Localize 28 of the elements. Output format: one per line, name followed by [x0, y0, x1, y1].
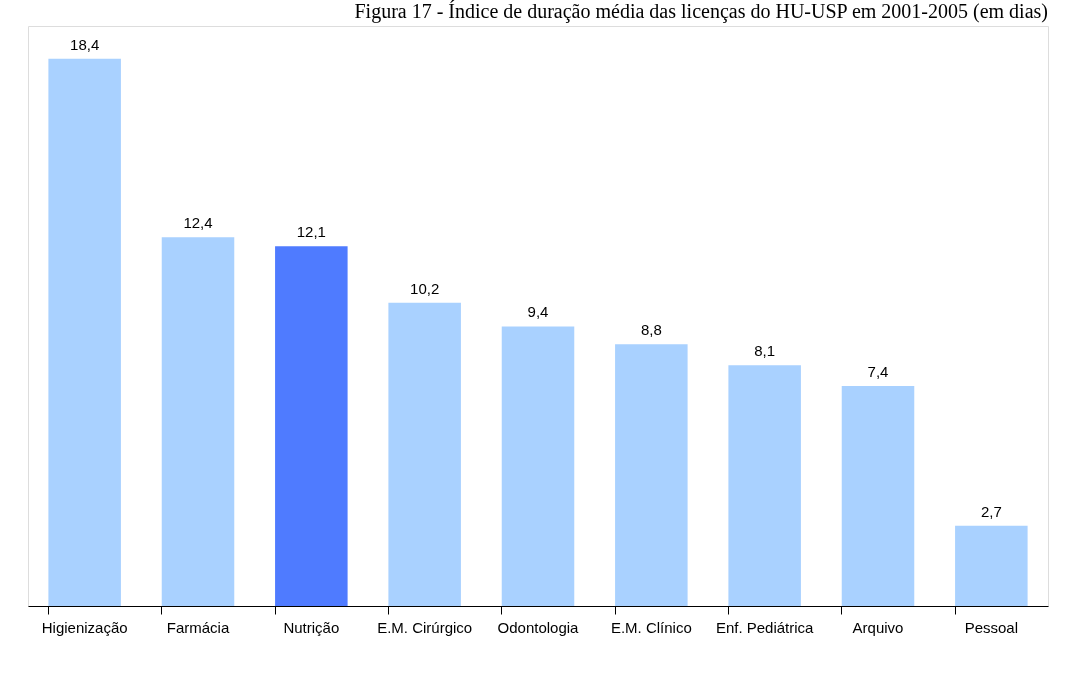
data-label: 2,7 — [980, 502, 1002, 520]
chart-title: Figura 17 - Índice de duração média das licenças do HU-USP em 2001-2005 (em dias) — [354, 0, 1048, 23]
x-tick-label: E.M. Clínico — [610, 618, 692, 636]
bar — [161, 237, 235, 606]
bar — [955, 525, 1028, 606]
bar — [615, 344, 688, 606]
data-label: 18,4 — [70, 35, 100, 53]
bar — [275, 246, 348, 606]
data-label: 12,4 — [183, 214, 213, 232]
bar — [501, 326, 575, 606]
x-tick-label: Arquivo — [852, 618, 904, 636]
data-label: 8,8 — [640, 321, 662, 339]
bar — [728, 365, 801, 606]
x-tick-label: Farmácia — [166, 618, 230, 636]
x-tick-label: Higienização — [41, 618, 128, 636]
x-tick-label: Pessoal — [964, 618, 1019, 636]
data-label: 8,1 — [754, 342, 776, 360]
x-tick-label: Enf. Pediátrica — [715, 618, 815, 636]
data-label: 10,2 — [410, 279, 440, 297]
x-tick-label: Odontologia — [497, 618, 580, 636]
bar — [841, 385, 915, 606]
data-label: 7,4 — [867, 362, 889, 380]
data-label: 9,4 — [527, 303, 549, 321]
bar — [388, 302, 461, 606]
x-tick-label: E.M. Cirúrgico — [377, 618, 473, 636]
x-tick-label: Nutrição — [283, 618, 340, 636]
data-label: 12,1 — [296, 223, 326, 241]
bar — [48, 58, 121, 606]
